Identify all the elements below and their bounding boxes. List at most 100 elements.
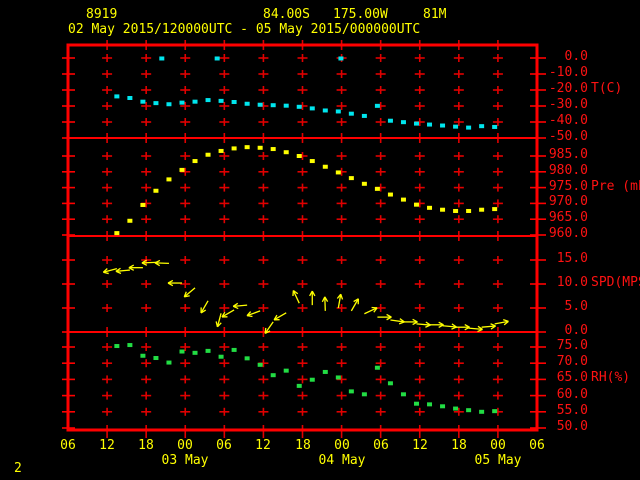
pressure-dot (114, 231, 120, 236)
pressure-dot (348, 176, 354, 181)
x-hour-label: 06 (216, 438, 232, 453)
pressure-dot (387, 192, 393, 197)
pressure-dot (140, 202, 146, 207)
humidity-dot (231, 347, 237, 352)
wind-arrow-head (324, 296, 329, 302)
wind-arrow-head (221, 311, 226, 318)
wind-arrow-head (438, 321, 444, 326)
humidity-tick-label: 65.0 (556, 370, 588, 385)
temperature-dot (205, 98, 211, 103)
pressure-dot (283, 150, 289, 155)
temperature-tick-label: -40.0 (548, 113, 588, 128)
wind-tick-label: 5.0 (564, 299, 588, 314)
pressure-dot (218, 148, 224, 153)
x-hour-label: 00 (334, 438, 350, 453)
wind-arrow-head (103, 271, 109, 275)
wind-arrow-head (216, 322, 222, 328)
wind-arrow-head (503, 320, 509, 326)
wind-arrow-shaft (337, 294, 342, 309)
pressure-dot (244, 145, 250, 150)
humidity-dot (192, 350, 198, 355)
humidity-dot (335, 375, 341, 380)
humidity-dot (127, 343, 133, 348)
wind-arrow-head (232, 305, 239, 310)
wind-arrow-shaft (200, 300, 209, 314)
wind-arrow-shaft (292, 290, 300, 304)
temperature-dot (218, 98, 224, 103)
temperature-dot (179, 100, 185, 105)
wind-arrow-shaft (216, 313, 222, 327)
temperature-dot (231, 100, 237, 104)
pressure-dot (322, 164, 328, 169)
wind-arrow-head (292, 289, 299, 295)
humidity-dot (453, 406, 459, 411)
humidity-tick-label: 50.0 (556, 419, 588, 434)
wind-arrow-shaft (416, 323, 431, 326)
wind-arrow-shaft (494, 320, 509, 325)
wind-arrow-shaft (264, 321, 274, 334)
humidity-dot (479, 409, 485, 414)
temperature-dot (427, 122, 433, 127)
humidity-dot (348, 389, 354, 394)
temperature-dot (283, 103, 289, 108)
wind-arrow-head (102, 267, 108, 273)
wind-arrow-head (128, 267, 135, 271)
wind-arrow-head (273, 314, 278, 321)
x-hour-label: 06 (529, 438, 545, 453)
station-id: 8919 (86, 7, 118, 22)
wind-arrow-shaft (246, 310, 261, 317)
wind-arrow-head (340, 294, 344, 300)
humidity-dot (492, 409, 498, 414)
humidity-tick-label: 60.0 (556, 387, 588, 402)
pressure-dot (413, 202, 419, 207)
station-latitude: 84.00S (263, 7, 310, 22)
wind-arrow-shaft (103, 268, 118, 273)
wind-arrow-head (412, 321, 418, 326)
humidity-dot (114, 344, 120, 349)
pressure-dot (192, 159, 198, 164)
humidity-dot (205, 348, 211, 353)
wind-arrow-head (141, 262, 148, 266)
wind-arrow-shaft (350, 298, 359, 312)
x-hour-label: 18 (451, 438, 467, 453)
temperature-outlier-dot (214, 56, 220, 61)
temperature-dot (140, 99, 146, 104)
humidity-tick-label: 70.0 (556, 354, 588, 369)
pressure-dot (374, 186, 380, 191)
page-number: 2 (14, 461, 22, 476)
temperature-dot (257, 102, 263, 107)
wind-arrow-head (373, 307, 378, 313)
x-hour-label: 06 (60, 438, 76, 453)
wind-arrow-shaft (233, 304, 248, 307)
plot-frame (66, 43, 539, 432)
wind-arrow-head (128, 264, 135, 269)
wind-arrow-head (115, 270, 122, 275)
temperature-tick-label: -30.0 (548, 97, 588, 112)
wind-arrow-shaft (481, 325, 496, 328)
pressure-dot (440, 207, 446, 212)
wind-arrow-shaft (115, 269, 130, 272)
wind-arrow-head (183, 291, 187, 298)
wind-unit-label: SPD(MPS) (591, 275, 640, 290)
wind-arrow-head (398, 321, 405, 325)
wind-tick-label: 10.0 (556, 275, 588, 290)
wind-arrow-head (115, 267, 121, 272)
temperature-outlier-dot (338, 56, 344, 61)
humidity-dot (400, 392, 406, 397)
x-date-label: 05 May (474, 453, 522, 468)
pressure-tick-label: 970.0 (548, 194, 588, 209)
wind-arrow-head (167, 282, 174, 287)
pressure-dot (492, 207, 498, 212)
humidity-dot (466, 408, 472, 413)
pressure-dot (427, 205, 433, 210)
wind-arrow-shaft (442, 325, 457, 328)
pressure-dot (296, 154, 302, 158)
wind-arrow-shaft (221, 309, 235, 318)
wind-arrow-head (490, 325, 496, 330)
temperature-dot (387, 118, 393, 123)
humidity-dot (218, 354, 224, 359)
temperature-dot (440, 123, 446, 128)
humidity-dot (387, 381, 393, 386)
pressure-dot (257, 145, 263, 150)
